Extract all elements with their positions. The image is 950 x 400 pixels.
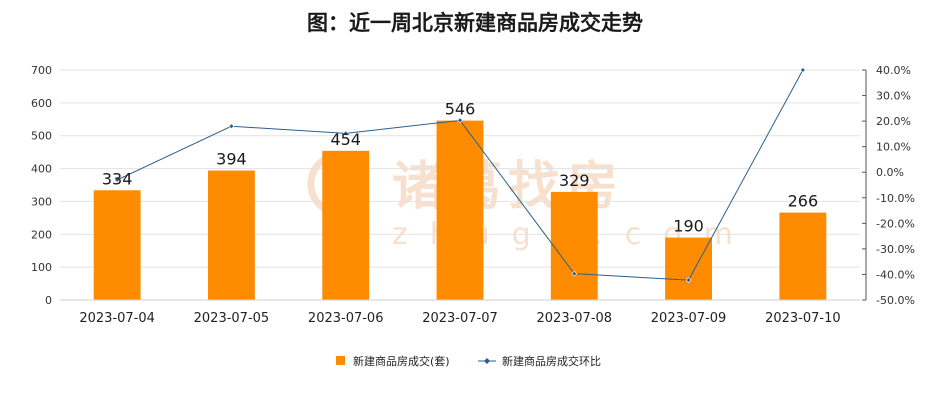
line-point (342, 130, 349, 137)
line-point (457, 117, 463, 124)
y-right-tick-label: -30.0% (876, 243, 915, 256)
line-point (685, 277, 692, 283)
bar (550, 191, 598, 300)
chart-title: 图：近一周北京新建商品房成交走势 (307, 11, 643, 35)
line-point (799, 67, 806, 73)
data-labels: 334 394 454 546 329 190 266 (102, 100, 818, 236)
bar-value-label: 394 (216, 150, 247, 169)
bar-value-label: 334 (102, 169, 133, 188)
x-tick-label: 2023-07-05 (194, 311, 270, 326)
legend: 新建商品房成交(套) 新建商品房成交环比 (336, 354, 601, 368)
x-tick-label: 2023-07-06 (308, 311, 384, 326)
y-right-tick-label: 30.0% (876, 90, 911, 103)
bar (322, 150, 370, 300)
y-axis-left: 0 100 200 300 400 500 600 700 (31, 64, 52, 307)
line-point (228, 123, 235, 130)
y-left-tick-label: 400 (31, 163, 52, 176)
bar (208, 170, 255, 300)
legend-line-marker (484, 358, 490, 364)
y-left-tick-label: 600 (31, 97, 52, 110)
bar-value-label: 329 (559, 171, 590, 190)
bar-value-label: 190 (673, 217, 704, 236)
y-left-tick-label: 100 (31, 261, 52, 274)
legend-line-label: 新建商品房成交环比 (502, 354, 601, 368)
x-tick-label: 2023-07-09 (651, 311, 727, 326)
bar-value-label: 454 (330, 130, 361, 149)
y-right-tick-label: -10.0% (876, 192, 915, 205)
y-right-tick-label: 20.0% (876, 115, 911, 128)
bar-series (93, 120, 827, 300)
x-tick-label: 2023-07-10 (765, 311, 841, 326)
bar (436, 120, 484, 300)
y-right-tick-label: -50.0% (876, 294, 915, 307)
line-series (114, 67, 806, 283)
line-point (571, 270, 578, 277)
bar (779, 212, 827, 300)
y-left-tick-label: 300 (31, 195, 52, 208)
y-left-tick-label: 200 (31, 228, 52, 241)
line-point (114, 176, 121, 183)
x-tick-label: 2023-07-08 (537, 311, 613, 326)
y-axis-right: -50.0% -40.0% -30.0% -20.0% -10.0% 0.0% 10.0% 2… (862, 64, 915, 307)
x-tick-label: 2023-07-04 (79, 311, 155, 326)
y-right-tick-label: 0.0% (876, 166, 904, 179)
y-right-tick-label: 10.0% (876, 141, 911, 154)
y-right-tick-label: 40.0% (876, 64, 911, 77)
y-right-tick-label: -20.0% (876, 217, 915, 230)
x-axis: 2023-07-04 2023-07-05 2023-07-06 2023-07-07… (60, 299, 860, 326)
legend-bar-swatch (336, 356, 345, 365)
y-left-tick-label: 700 (31, 64, 52, 77)
legend-bar-label: 新建商品房成交(套) (353, 354, 450, 368)
bar-value-label: 266 (788, 192, 819, 211)
y-left-tick-label: 0 (45, 294, 52, 307)
y-right-tick-label: -40.0% (876, 268, 915, 281)
bar (665, 237, 712, 300)
bar-value-label: 546 (445, 100, 476, 119)
x-tick-label: 2023-07-07 (422, 311, 498, 326)
bar (93, 190, 141, 300)
y-left-tick-label: 500 (31, 130, 52, 143)
